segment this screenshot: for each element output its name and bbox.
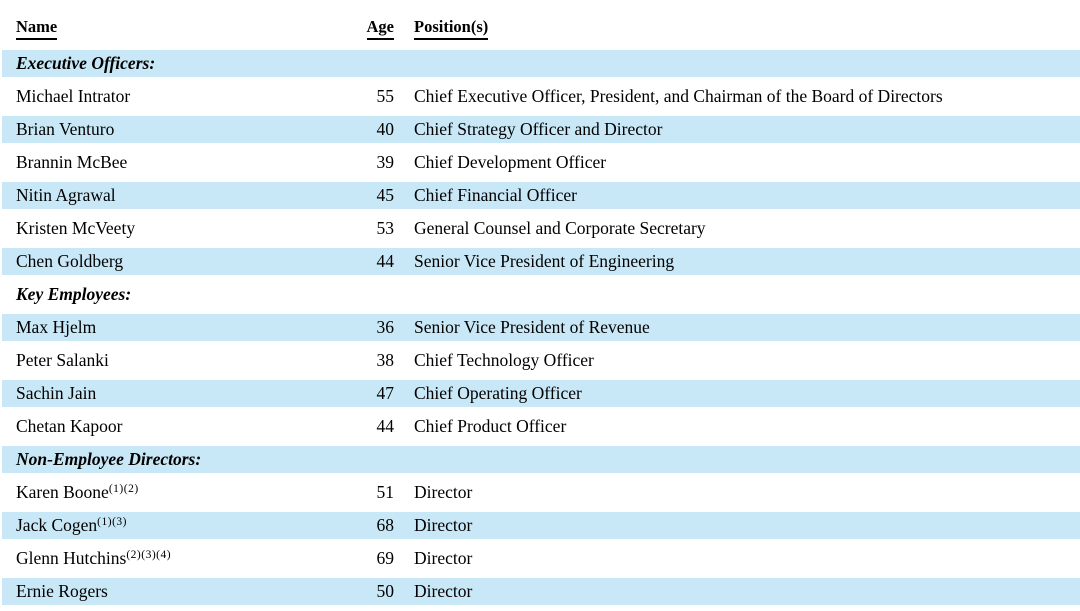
section-row: Non-Employee Directors:: [2, 443, 1080, 476]
section-row: Executive Officers:: [2, 47, 1080, 80]
footnote-reference: (1)(2): [108, 483, 139, 495]
table-row: Chen Goldberg 44 Senior Vice President of …: [2, 245, 1080, 278]
column-header-age: Age: [352, 13, 394, 47]
person-age-cell: 51: [352, 476, 394, 509]
person-position-cell: General Counsel and Corporate Secretary: [394, 212, 1080, 245]
table-row: Glenn Hutchins(2)(3)(4) 69 Director: [2, 542, 1080, 575]
person-position-cell: Senior Vice President of Engineering: [394, 245, 1080, 278]
person-position-cell: Chief Product Officer: [394, 410, 1080, 443]
table-row: Chetan Kapoor 44 Chief Product Officer: [2, 410, 1080, 443]
person-age-cell: 47: [352, 377, 394, 410]
person-name-cell: Jack Cogen(1)(3): [2, 509, 352, 542]
table-row: Brian Venturo 40 Chief Strategy Officer an…: [2, 113, 1080, 146]
table-row: Ernie Rogers 50 Director: [2, 575, 1080, 608]
person-name: Jack Cogen: [16, 515, 98, 535]
person-position-cell: Director: [394, 575, 1080, 608]
person-name: Brannin McBee: [16, 152, 128, 172]
person-position-cell: Chief Executive Officer, President, and …: [394, 80, 1080, 113]
person-name-cell: Chetan Kapoor: [2, 410, 352, 443]
section-label: Key Employees:: [2, 278, 1080, 311]
person-name-cell: Sachin Jain: [2, 377, 352, 410]
table-row: Max Hjelm 36 Senior Vice President of Reve…: [2, 311, 1080, 344]
table-body: Executive Officers: Michael Intrator 55 Chi…: [2, 47, 1080, 608]
section-label: Executive Officers:: [2, 47, 1080, 80]
person-age-cell: 40: [352, 113, 394, 146]
person-age-cell: 39: [352, 146, 394, 179]
person-age-cell: 69: [352, 542, 394, 575]
person-name-cell: Kristen McVeety: [2, 212, 352, 245]
person-position-cell: Director: [394, 542, 1080, 575]
person-position-cell: Chief Operating Officer: [394, 377, 1080, 410]
person-name-cell: Glenn Hutchins(2)(3)(4): [2, 542, 352, 575]
person-age-cell: 68: [352, 509, 394, 542]
officers-directors-table: Name Age Position(s) Executive Officers:…: [2, 13, 1080, 608]
person-position-cell: Chief Technology Officer: [394, 344, 1080, 377]
column-header-age-label: Age: [366, 17, 394, 40]
footnote-reference: (2)(3)(4): [126, 549, 172, 561]
person-name-cell: Karen Boone(1)(2): [2, 476, 352, 509]
column-header-position: Position(s): [394, 13, 1080, 47]
person-age-cell: 38: [352, 344, 394, 377]
table-row: Brannin McBee 39 Chief Development Officer: [2, 146, 1080, 179]
section-label: Non-Employee Directors:: [2, 443, 1080, 476]
person-name: Nitin Agrawal: [16, 185, 116, 205]
person-position-cell: Chief Development Officer: [394, 146, 1080, 179]
person-age-cell: 44: [352, 410, 394, 443]
table-row: Kristen McVeety 53 General Counsel and Cor…: [2, 212, 1080, 245]
person-position-cell: Chief Strategy Officer and Director: [394, 113, 1080, 146]
person-name: Brian Venturo: [16, 119, 115, 139]
person-name: Karen Boone: [16, 482, 109, 502]
person-name: Max Hjelm: [16, 317, 97, 337]
person-position-cell: Chief Financial Officer: [394, 179, 1080, 212]
person-name: Peter Salanki: [16, 350, 109, 370]
person-name-cell: Nitin Agrawal: [2, 179, 352, 212]
person-name: Ernie Rogers: [16, 581, 108, 601]
person-position-cell: Senior Vice President of Revenue: [394, 311, 1080, 344]
column-header-position-label: Position(s): [414, 17, 489, 40]
footnote-reference: (1)(3): [97, 516, 127, 528]
person-age-cell: 55: [352, 80, 394, 113]
person-age-cell: 45: [352, 179, 394, 212]
table-row: Karen Boone(1)(2) 51 Director: [2, 476, 1080, 509]
table-header-row: Name Age Position(s): [2, 13, 1080, 47]
person-name-cell: Brannin McBee: [2, 146, 352, 179]
section-row: Key Employees:: [2, 278, 1080, 311]
person-age-cell: 36: [352, 311, 394, 344]
person-name-cell: Michael Intrator: [2, 80, 352, 113]
person-position-cell: Director: [394, 476, 1080, 509]
column-header-name-label: Name: [16, 17, 58, 40]
person-age-cell: 50: [352, 575, 394, 608]
person-name-cell: Brian Venturo: [2, 113, 352, 146]
person-name-cell: Peter Salanki: [2, 344, 352, 377]
table-row: Sachin Jain 47 Chief Operating Officer: [2, 377, 1080, 410]
person-name: Kristen McVeety: [16, 218, 136, 238]
person-position-cell: Director: [394, 509, 1080, 542]
person-name-cell: Max Hjelm: [2, 311, 352, 344]
table-row: Michael Intrator 55 Chief Executive Office…: [2, 80, 1080, 113]
person-age-cell: 53: [352, 212, 394, 245]
person-name: Chetan Kapoor: [16, 416, 123, 436]
person-age-cell: 44: [352, 245, 394, 278]
table-row: Nitin Agrawal 45 Chief Financial Officer: [2, 179, 1080, 212]
column-header-name: Name: [2, 13, 352, 47]
table-row: Jack Cogen(1)(3) 68 Director: [2, 509, 1080, 542]
person-name-cell: Chen Goldberg: [2, 245, 352, 278]
person-name: Michael Intrator: [16, 86, 131, 106]
table-row: Peter Salanki 38 Chief Technology Officer: [2, 344, 1080, 377]
person-name: Sachin Jain: [16, 383, 97, 403]
person-name-cell: Ernie Rogers: [2, 575, 352, 608]
person-name: Glenn Hutchins: [16, 548, 127, 568]
person-name: Chen Goldberg: [16, 251, 124, 271]
